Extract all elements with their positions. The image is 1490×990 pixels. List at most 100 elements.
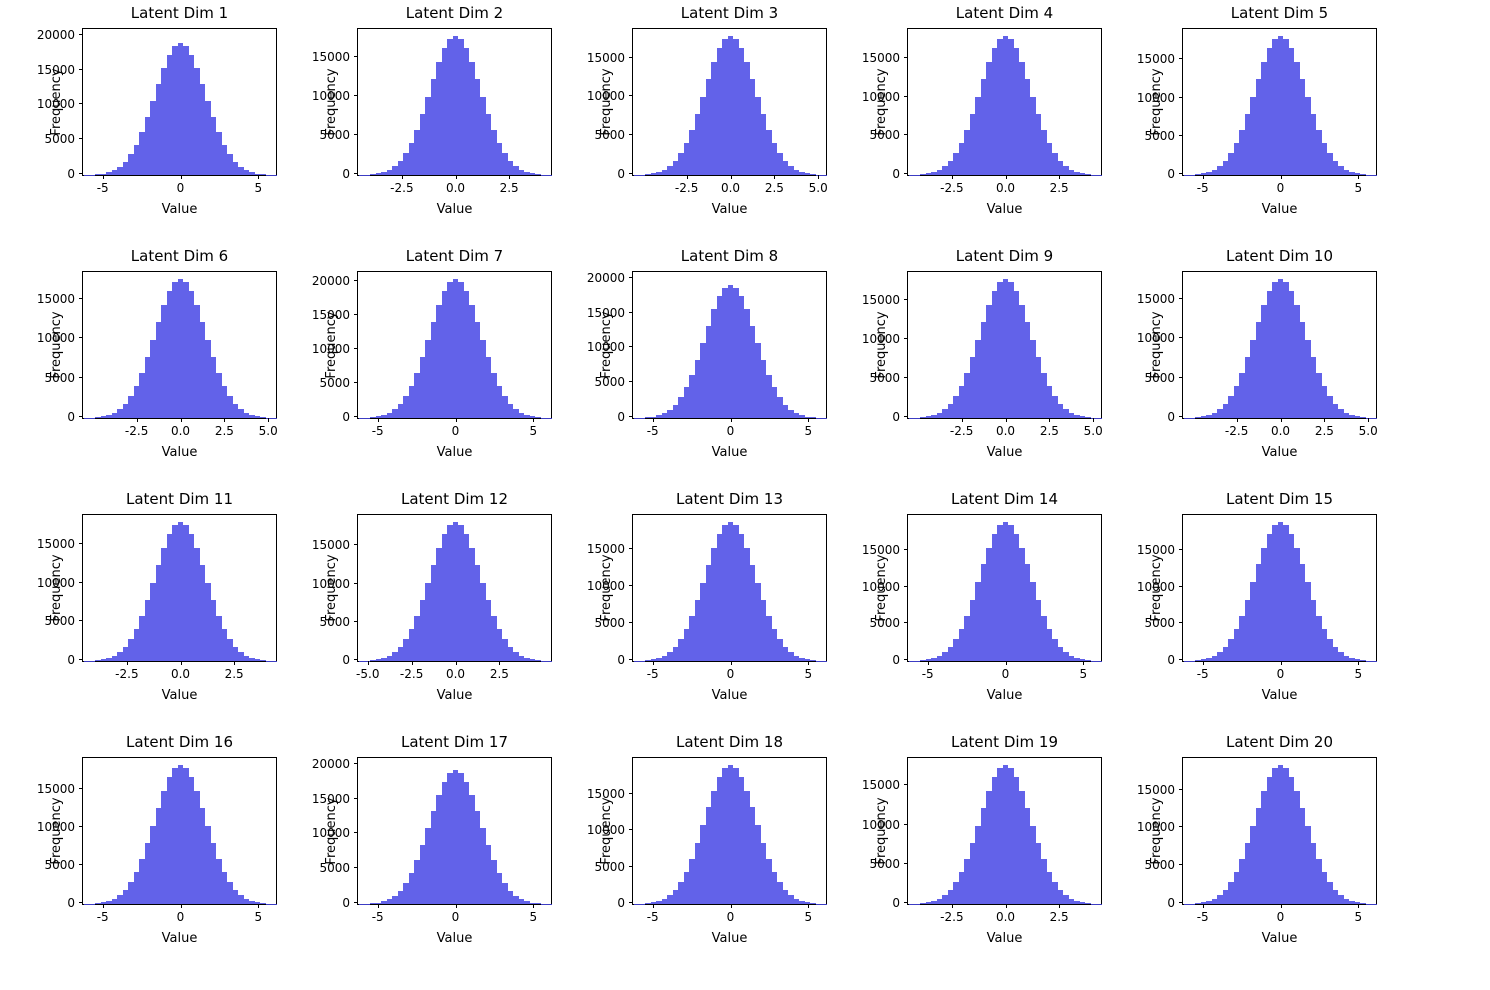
x-tick-mark bbox=[181, 175, 182, 179]
y-tick-mark bbox=[79, 659, 83, 660]
y-tick-mark bbox=[354, 763, 358, 764]
y-tick-label: 0 bbox=[1167, 410, 1175, 424]
x-tick-label: -2.5 bbox=[950, 424, 973, 438]
x-tick-mark bbox=[258, 904, 259, 908]
plot-area: Latent Dim 2ValueFrequency-2.50.02.50500… bbox=[357, 28, 552, 176]
y-tick-label: 0 bbox=[342, 410, 350, 424]
y-tick-mark bbox=[79, 620, 83, 621]
subplot-latent-dim-10: Latent Dim 10ValueFrequency-2.50.02.55.0… bbox=[1182, 271, 1377, 419]
x-tick-label: 5 bbox=[1354, 667, 1362, 681]
y-tick-mark bbox=[629, 134, 633, 135]
x-tick-label: 2.5 bbox=[225, 667, 244, 681]
y-tick-mark bbox=[904, 377, 908, 378]
histogram-bars bbox=[1183, 272, 1376, 418]
x-tick-mark bbox=[687, 175, 688, 179]
subplot-latent-dim-8: Latent Dim 8ValueFrequency-5050500010000… bbox=[632, 271, 827, 419]
x-tick-label: 2.5 bbox=[215, 424, 234, 438]
y-tick-label: 10000 bbox=[1137, 820, 1175, 834]
x-axis-label: Value bbox=[633, 688, 826, 703]
y-tick-mark bbox=[79, 298, 83, 299]
plot-area: Latent Dim 17ValueFrequency-505050001000… bbox=[357, 757, 552, 905]
x-axis-label: Value bbox=[83, 931, 276, 946]
x-tick-label: 0 bbox=[452, 910, 460, 924]
y-tick-mark bbox=[904, 586, 908, 587]
y-tick-mark bbox=[354, 134, 358, 135]
y-tick-mark bbox=[1179, 549, 1183, 550]
x-tick-label: -5 bbox=[1197, 667, 1209, 681]
x-tick-label: 2.5 bbox=[490, 667, 509, 681]
x-tick-mark bbox=[1059, 904, 1060, 908]
y-tick-mark bbox=[1179, 586, 1183, 587]
y-tick-mark bbox=[1179, 416, 1183, 417]
subplot-latent-dim-3: Latent Dim 3ValueFrequency-2.50.02.55.00… bbox=[632, 28, 827, 176]
x-tick-mark bbox=[268, 418, 269, 422]
subplot-latent-dim-14: Latent Dim 14ValueFrequency-505050001000… bbox=[907, 514, 1102, 662]
plot-area: Latent Dim 12ValueFrequency-5.0-2.50.02.… bbox=[357, 514, 552, 662]
x-tick-mark bbox=[103, 175, 104, 179]
plot-area: Latent Dim 16ValueFrequency-505050001000… bbox=[82, 757, 277, 905]
y-tick-label: 15000 bbox=[312, 792, 350, 806]
x-tick-mark bbox=[1203, 904, 1204, 908]
y-tick-mark bbox=[354, 173, 358, 174]
x-tick-mark bbox=[1093, 418, 1094, 422]
y-tick-mark bbox=[629, 277, 633, 278]
y-tick-label: 5000 bbox=[869, 128, 900, 142]
x-tick-mark bbox=[127, 661, 128, 665]
x-tick-mark bbox=[456, 904, 457, 908]
x-tick-label: 0 bbox=[1002, 667, 1010, 681]
y-tick-label: 10000 bbox=[587, 823, 625, 837]
y-tick-mark bbox=[354, 798, 358, 799]
y-tick-mark bbox=[1179, 58, 1183, 59]
y-tick-label: 0 bbox=[892, 410, 900, 424]
y-tick-label: 10000 bbox=[862, 580, 900, 594]
x-tick-label: -5 bbox=[1197, 181, 1209, 195]
x-tick-mark bbox=[928, 661, 929, 665]
x-tick-label: 5.0 bbox=[809, 181, 828, 195]
x-tick-label: -5 bbox=[1197, 910, 1209, 924]
y-tick-label: 15000 bbox=[587, 51, 625, 65]
y-tick-mark bbox=[354, 416, 358, 417]
y-tick-mark bbox=[629, 659, 633, 660]
x-axis-label: Value bbox=[83, 202, 276, 217]
x-tick-label: -5 bbox=[372, 424, 384, 438]
panel-title: Latent Dim 5 bbox=[1183, 4, 1376, 22]
y-tick-mark bbox=[354, 382, 358, 383]
y-tick-mark bbox=[354, 583, 358, 584]
plot-area: Latent Dim 1ValueFrequency-5050500010000… bbox=[82, 28, 277, 176]
x-tick-label: -2.5 bbox=[1225, 424, 1248, 438]
histogram-bars bbox=[83, 515, 276, 661]
y-tick-label: 0 bbox=[1167, 896, 1175, 910]
y-tick-label: 15000 bbox=[37, 63, 75, 77]
x-tick-mark bbox=[533, 418, 534, 422]
histogram-bars bbox=[358, 515, 551, 661]
x-tick-label: -5 bbox=[97, 910, 109, 924]
y-tick-mark bbox=[629, 95, 633, 96]
x-tick-mark bbox=[1006, 904, 1007, 908]
y-tick-mark bbox=[904, 173, 908, 174]
x-axis-label: Value bbox=[1183, 445, 1376, 460]
plot-area: Latent Dim 18ValueFrequency-505050001000… bbox=[632, 757, 827, 905]
y-tick-label: 10000 bbox=[862, 332, 900, 346]
x-tick-mark bbox=[456, 418, 457, 422]
y-tick-mark bbox=[354, 902, 358, 903]
y-tick-label: 5000 bbox=[44, 858, 75, 872]
x-tick-label: 0.0 bbox=[446, 181, 465, 195]
y-tick-label: 15000 bbox=[1137, 783, 1175, 797]
x-tick-label: 5 bbox=[1354, 181, 1362, 195]
x-tick-label: -2.5 bbox=[400, 667, 423, 681]
y-tick-mark bbox=[79, 864, 83, 865]
subplot-latent-dim-7: Latent Dim 7ValueFrequency-5050500010000… bbox=[357, 271, 552, 419]
y-tick-mark bbox=[79, 337, 83, 338]
plot-area: Latent Dim 5ValueFrequency-5050500010000… bbox=[1182, 28, 1377, 176]
subplot-latent-dim-6: Latent Dim 6ValueFrequency-2.50.02.55.00… bbox=[82, 271, 277, 419]
subplot-latent-dim-4: Latent Dim 4ValueFrequency-2.50.02.50500… bbox=[907, 28, 1102, 176]
y-tick-label: 15000 bbox=[312, 538, 350, 552]
x-tick-mark bbox=[137, 418, 138, 422]
y-tick-mark bbox=[629, 312, 633, 313]
x-tick-mark bbox=[1203, 661, 1204, 665]
x-tick-label: -2.5 bbox=[940, 181, 963, 195]
x-tick-mark bbox=[731, 661, 732, 665]
y-tick-mark bbox=[904, 416, 908, 417]
x-tick-label: 2.5 bbox=[1040, 424, 1059, 438]
subplot-latent-dim-20: Latent Dim 20ValueFrequency-505050001000… bbox=[1182, 757, 1377, 905]
